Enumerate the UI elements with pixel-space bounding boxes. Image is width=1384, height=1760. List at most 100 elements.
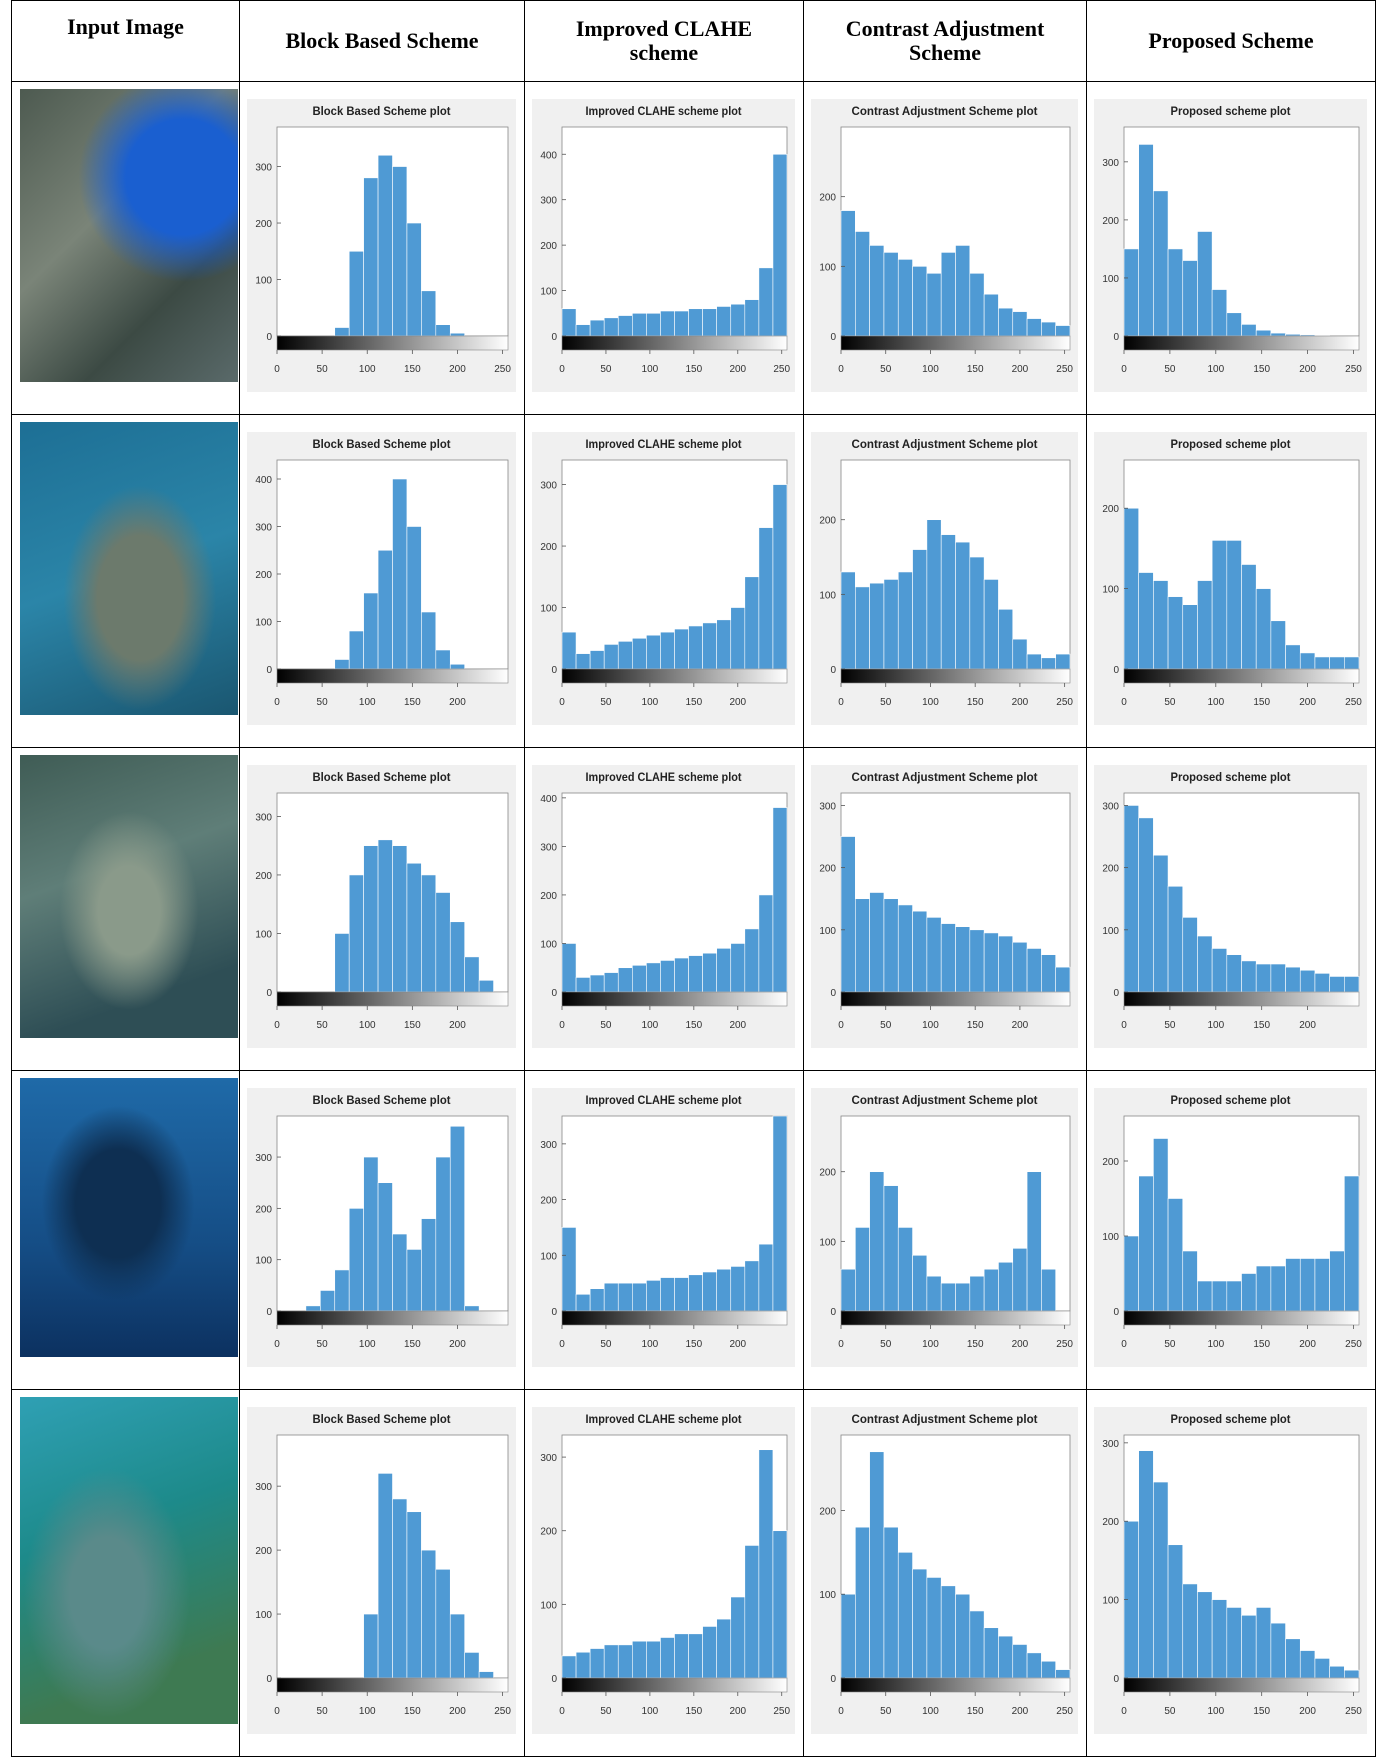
histogram-plot: Contrast Adjustment Scheme plot010020005…: [803, 81, 1086, 414]
histogram-plot: Contrast Adjustment Scheme plot010020005…: [803, 1070, 1086, 1389]
histogram-bar: [689, 1275, 703, 1311]
histogram-bar: [731, 1597, 745, 1678]
x-tick-label: 200: [449, 364, 466, 375]
colorbar: [562, 992, 787, 1006]
x-tick-label: 0: [274, 1020, 280, 1031]
histogram-bar: [898, 905, 912, 992]
x-tick-label: 100: [922, 1706, 939, 1717]
histogram-bar: [632, 313, 646, 336]
x-tick-label: 250: [773, 1706, 790, 1717]
histogram-bar: [941, 1283, 955, 1311]
histogram-bar: [1139, 573, 1154, 669]
x-tick-label: 100: [1207, 1339, 1224, 1350]
x-tick-label: 200: [449, 697, 466, 708]
y-tick-label: 0: [551, 1674, 557, 1685]
histogram-bar: [618, 1645, 632, 1678]
x-tick-label: 250: [1345, 1339, 1362, 1350]
input-image: [20, 755, 238, 1038]
y-tick-label: 0: [1113, 1307, 1119, 1318]
histogram-bar: [884, 899, 898, 992]
histogram-bar: [562, 1656, 576, 1678]
histogram-bar: [393, 1234, 407, 1311]
histogram-bar: [1227, 1607, 1242, 1678]
histogram-bar: [1344, 657, 1359, 669]
histogram-bar: [841, 211, 855, 336]
histogram-bar: [335, 933, 349, 992]
histogram-bar: [675, 958, 689, 992]
x-tick-label: 200: [729, 1706, 746, 1717]
histogram-bar: [745, 1545, 759, 1678]
x-tick-label: 50: [600, 1706, 612, 1717]
x-tick-label: 150: [685, 1339, 702, 1350]
histogram-bar: [956, 927, 970, 992]
histogram-bar: [703, 1626, 717, 1678]
histogram-bar: [984, 1269, 998, 1311]
x-tick-label: 200: [1012, 1339, 1029, 1350]
x-tick-label: 200: [1012, 364, 1029, 375]
plot-title: Contrast Adjustment Scheme plot: [852, 1412, 1038, 1426]
histogram-bar: [717, 948, 731, 992]
histogram-bar: [1197, 1592, 1212, 1678]
x-tick-label: 150: [685, 697, 702, 708]
y-tick-label: 100: [255, 1256, 272, 1267]
histogram-bar: [378, 155, 392, 336]
histogram-bar: [870, 1452, 884, 1678]
histogram-bar: [1271, 964, 1286, 992]
histogram-bar: [1041, 1269, 1055, 1311]
y-tick-label: 200: [1102, 1157, 1119, 1168]
histogram-bar: [745, 1261, 759, 1311]
histogram-bar: [675, 1278, 689, 1311]
x-tick-label: 100: [642, 1020, 659, 1031]
x-tick-label: 150: [1253, 1020, 1270, 1031]
colorbar: [562, 669, 787, 683]
histogram-bar: [436, 325, 450, 336]
histogram-bar: [393, 167, 407, 336]
histogram-bar: [927, 273, 941, 336]
x-tick-label: 250: [1345, 364, 1362, 375]
input-image: [20, 1397, 238, 1724]
y-tick-label: 200: [255, 570, 272, 581]
histogram-bar: [335, 1270, 349, 1311]
histogram-bar: [364, 1614, 378, 1678]
y-tick-label: 200: [540, 891, 557, 902]
histogram-bar: [1168, 1545, 1183, 1678]
histogram-bar: [1183, 261, 1198, 336]
histogram-bar: [855, 899, 869, 992]
histogram-bar: [773, 1531, 787, 1678]
x-tick-label: 50: [317, 364, 329, 375]
histogram-bar: [1183, 605, 1198, 669]
histogram-bar: [1013, 312, 1027, 336]
colorbar: [841, 992, 1070, 1006]
plot-title: Improved CLAHE scheme plot: [586, 770, 742, 784]
colorbar: [277, 1678, 508, 1692]
y-tick-label: 300: [540, 196, 557, 207]
x-tick-label: 150: [404, 1339, 421, 1350]
histogram-bar: [970, 557, 984, 669]
x-tick-label: 150: [967, 364, 984, 375]
histogram-bar: [1013, 1248, 1027, 1311]
histogram-bar: [1256, 589, 1271, 669]
histogram-bar: [618, 1283, 632, 1311]
x-tick-label: 50: [880, 364, 892, 375]
histogram-bar: [689, 626, 703, 669]
x-tick-label: 100: [922, 364, 939, 375]
histogram-bar: [335, 660, 349, 670]
y-tick-label: 100: [540, 1251, 557, 1262]
plot-title: Proposed scheme plot: [1171, 1093, 1291, 1107]
y-tick-label: 100: [819, 926, 836, 937]
histogram-bar: [576, 654, 590, 669]
histogram-bar: [1041, 1661, 1055, 1678]
plot-title: Contrast Adjustment Scheme plot: [852, 1093, 1038, 1107]
x-tick-label: 250: [1345, 697, 1362, 708]
x-tick-label: 200: [1299, 697, 1316, 708]
plot-title: Contrast Adjustment Scheme plot: [852, 437, 1038, 451]
histogram-bar: [984, 933, 998, 992]
histogram-bar: [773, 1116, 787, 1311]
colorbar: [1124, 1678, 1359, 1692]
y-tick-label: 200: [1102, 1517, 1119, 1528]
x-tick-label: 150: [404, 697, 421, 708]
histogram-bar: [1027, 654, 1041, 669]
y-tick-label: 200: [540, 1196, 557, 1207]
x-tick-label: 100: [1207, 364, 1224, 375]
histogram-bar: [378, 840, 392, 992]
